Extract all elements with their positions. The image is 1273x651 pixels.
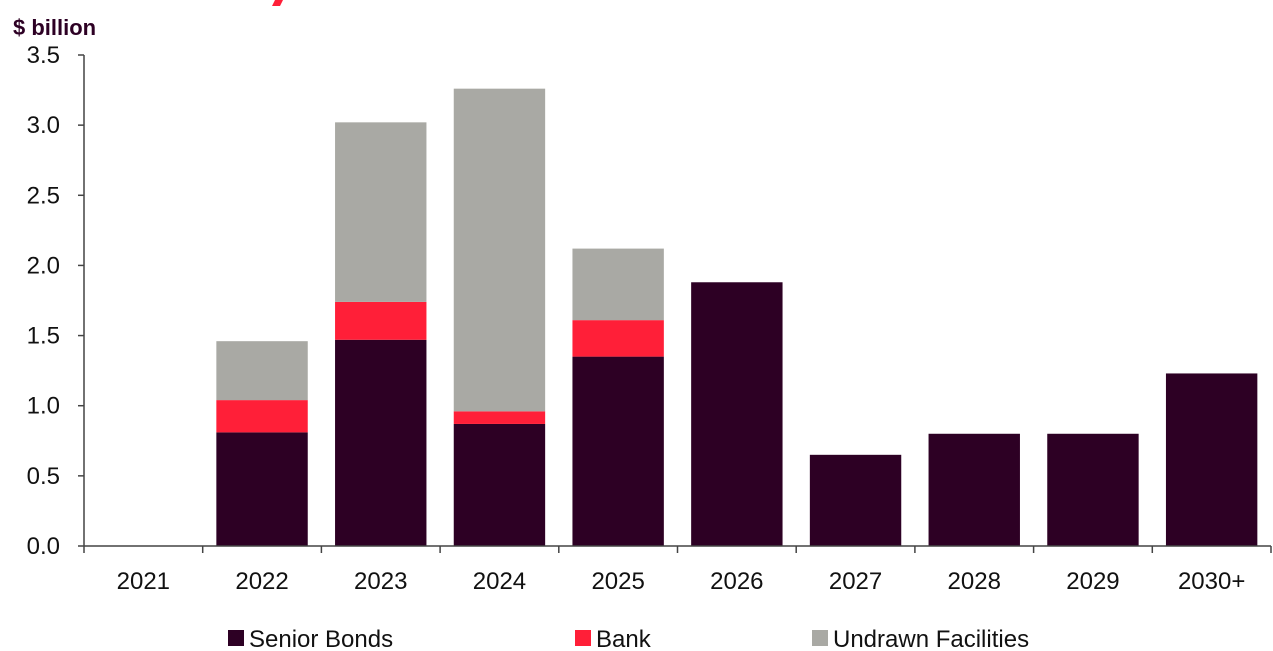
legend-swatch <box>228 630 244 646</box>
bar-segment <box>809 454 902 546</box>
x-tick-label: 2027 <box>829 568 882 595</box>
bar-segment <box>335 301 427 340</box>
bar-segment <box>216 432 308 546</box>
bar-segment <box>216 341 308 401</box>
bar-segment <box>1165 373 1258 546</box>
y-tick-label: 0.5 <box>27 463 60 490</box>
title-fragment <box>262 0 306 6</box>
x-tick-label: 2025 <box>591 568 644 595</box>
y-tick-label: 1.5 <box>27 323 60 350</box>
x-tick-label: 2030+ <box>1178 568 1245 595</box>
legend-swatch <box>575 630 591 646</box>
legend-label: Bank <box>596 626 652 651</box>
y-axis-ticks: 0.0 0.5 1.0 1.5 2.0 2.5 3.0 3.5 <box>27 42 84 560</box>
x-tick-label: 2024 <box>473 568 526 595</box>
y-tick-label: 3.5 <box>27 42 60 69</box>
bar-segment <box>335 122 427 302</box>
x-axis-ticks: 2021 2022 2023 2024 2025 2026 2027 2028 2029 2030… <box>83 546 1272 595</box>
legend: Senior Bonds Bank Undrawn Facilities <box>228 626 1029 651</box>
legend-swatch <box>812 630 828 646</box>
x-tick-label: 2026 <box>710 568 763 595</box>
bar-segment <box>453 411 546 424</box>
legend-label: Senior Bonds <box>249 626 393 651</box>
y-tick-label: 1.0 <box>27 393 60 420</box>
bars <box>216 88 1258 546</box>
bar-segment <box>572 248 664 321</box>
legend-label: Undrawn Facilities <box>833 626 1029 651</box>
x-tick-label: 2021 <box>117 568 170 595</box>
y-tick-label: 2.0 <box>27 252 60 279</box>
bar-segment <box>928 433 1020 546</box>
y-tick-label: 0.0 <box>27 533 60 560</box>
y-tick-label: 3.0 <box>27 112 60 139</box>
y-tick-label: 2.5 <box>27 182 60 209</box>
x-tick-label: 2022 <box>235 568 288 595</box>
x-tick-label: 2023 <box>354 568 407 595</box>
bar-segment <box>453 88 546 412</box>
x-tick-label: 2029 <box>1066 568 1119 595</box>
bar-segment <box>572 356 664 546</box>
x-tick-label: 2028 <box>948 568 1001 595</box>
bar-segment <box>691 282 783 546</box>
bar-segment <box>335 339 427 546</box>
bar-segment <box>1047 433 1139 546</box>
y-axis-unit-label: $ billion <box>13 15 96 40</box>
bar-segment <box>216 400 308 433</box>
bar-segment <box>453 423 546 546</box>
bar-segment <box>572 320 664 357</box>
